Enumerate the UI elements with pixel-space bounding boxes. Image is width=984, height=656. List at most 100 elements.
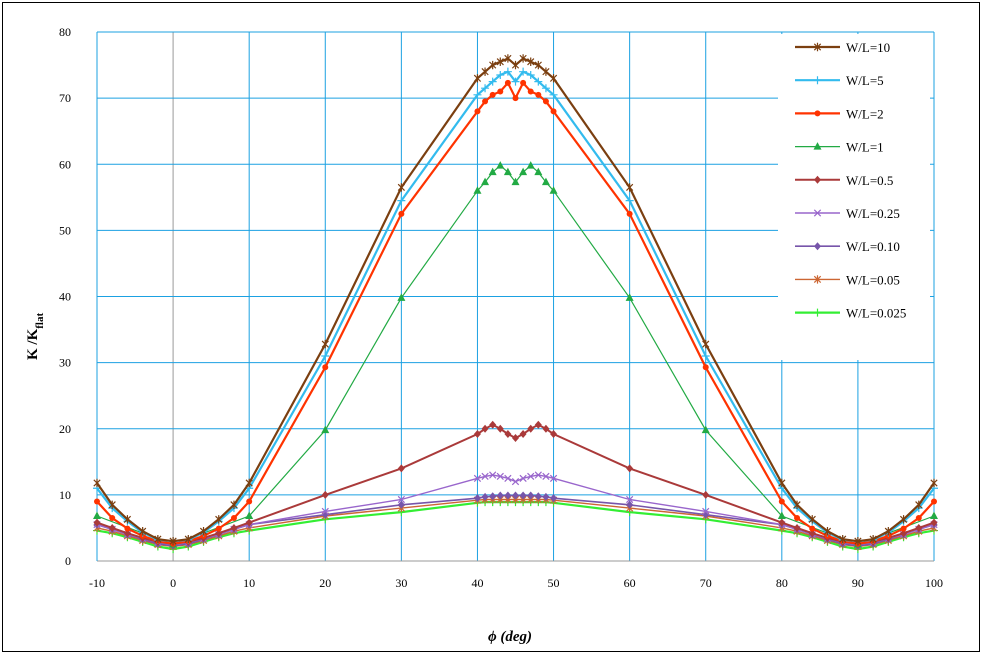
- data-point: [184, 534, 192, 544]
- data-point: [322, 364, 329, 371]
- data-point: [542, 472, 550, 480]
- data-point: [534, 77, 543, 86]
- data-point: [473, 74, 482, 83]
- data-point: [549, 186, 558, 194]
- data-point: [321, 339, 329, 349]
- data-point: [527, 88, 534, 95]
- data-point: [701, 352, 710, 361]
- legend-item: W/L=0.25: [795, 206, 900, 221]
- data-point: [519, 491, 527, 500]
- data-point: [793, 523, 801, 532]
- data-point: [626, 464, 634, 473]
- data-point: [215, 515, 223, 524]
- data-point: [489, 60, 497, 70]
- data-point: [900, 525, 907, 532]
- data-point: [702, 339, 710, 349]
- data-point: [497, 88, 504, 95]
- data-point: [397, 495, 405, 504]
- data-point: [808, 515, 816, 524]
- data-point: [625, 196, 634, 205]
- data-point: [778, 478, 786, 488]
- data-point: [473, 186, 482, 194]
- legend-marker: [813, 275, 822, 284]
- data-point: [702, 490, 710, 499]
- data-point: [809, 525, 816, 532]
- x-tick-label: -10: [89, 576, 105, 590]
- data-point: [504, 491, 512, 500]
- legend-label: W/L=10: [846, 40, 890, 55]
- data-point: [504, 54, 512, 63]
- y-tick-label: 40: [59, 290, 71, 304]
- legend-label: W/L=0.5: [846, 173, 893, 188]
- data-point: [519, 167, 528, 176]
- data-point: [549, 74, 558, 83]
- data-point: [884, 527, 892, 536]
- data-point: [321, 425, 330, 434]
- data-point: [625, 293, 634, 301]
- data-point: [915, 515, 922, 522]
- data-point: [793, 500, 801, 509]
- x-tick-label: 90: [852, 576, 864, 590]
- data-point: [473, 474, 482, 482]
- legend-marker: [813, 142, 822, 150]
- legend-marker: [814, 242, 821, 251]
- data-point: [527, 424, 535, 433]
- x-tick-label: 50: [548, 576, 560, 590]
- data-point: [549, 474, 558, 482]
- data-point: [839, 534, 847, 544]
- data-point: [534, 420, 542, 429]
- y-tick-label: 0: [65, 554, 71, 568]
- data-point: [496, 70, 505, 79]
- data-point: [481, 177, 490, 186]
- data-point: [230, 500, 238, 509]
- legend-marker: [813, 209, 822, 217]
- data-point: [481, 424, 489, 433]
- data-point: [511, 77, 520, 86]
- data-point: [215, 529, 223, 538]
- legend-item: W/L=0.10: [795, 239, 900, 254]
- data-point: [488, 77, 497, 86]
- data-point: [519, 474, 527, 482]
- data-point: [542, 424, 550, 433]
- data-point: [930, 518, 938, 527]
- legend-entries: W/L=10 W/L=5 W/L=2 W/L=1 W/L=0.5 W/L=0.25 W/L=…: [795, 40, 906, 321]
- data-point: [503, 67, 512, 76]
- data-point: [496, 161, 505, 169]
- legend-item: W/L=10: [795, 40, 890, 55]
- legend: [778, 34, 930, 360]
- y-tick-label: 60: [59, 157, 71, 171]
- data-point: [504, 430, 512, 439]
- data-point: [504, 474, 512, 482]
- data-point: [489, 420, 497, 429]
- data-point: [511, 60, 520, 70]
- legend-label: W/L=0.25: [846, 206, 900, 221]
- data-point: [823, 527, 832, 536]
- x-tick-label: 80: [776, 576, 788, 590]
- legend-label: W/L=2: [846, 106, 884, 121]
- data-point: [900, 529, 908, 538]
- x-tick-label: 70: [700, 576, 712, 590]
- data-point: [542, 492, 550, 501]
- data-point: [550, 430, 558, 439]
- data-point: [915, 523, 923, 532]
- x-tick-label: 100: [925, 576, 943, 590]
- data-point: [230, 523, 238, 532]
- data-point: [534, 492, 542, 501]
- legend-label: W/L=0.10: [846, 239, 900, 254]
- x-tick-label: 20: [319, 576, 331, 590]
- data-point: [626, 495, 634, 504]
- data-point: [169, 536, 177, 546]
- series-w-l-0-025: [93, 498, 938, 554]
- series-w-l-0-05: [93, 495, 938, 551]
- data-point: [397, 183, 405, 192]
- data-point: [777, 511, 786, 520]
- legend-label: W/L=0.025: [846, 306, 906, 321]
- y-tick-label: 50: [59, 223, 71, 237]
- legend-item: W/L=0.5: [795, 173, 893, 188]
- data-point: [535, 91, 542, 98]
- legend-label: W/L=0.05: [846, 272, 900, 287]
- y-tick-label: 20: [59, 422, 71, 436]
- x-tick-label: 10: [243, 576, 255, 590]
- data-point: [534, 60, 542, 70]
- zero-lines: [96, 32, 934, 562]
